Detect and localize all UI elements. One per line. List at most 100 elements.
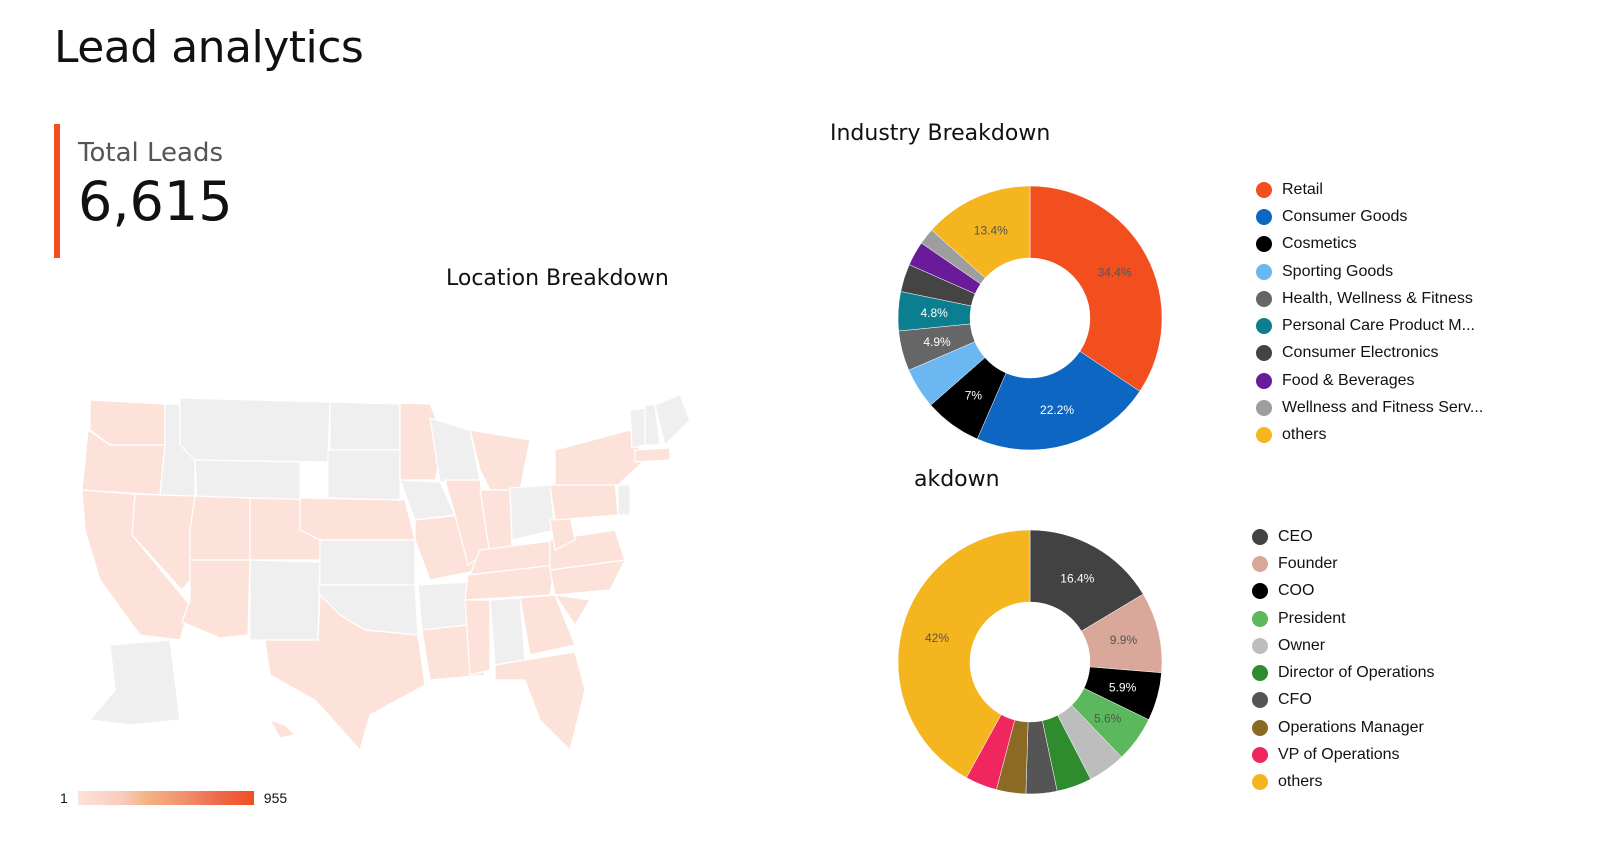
- legend-item[interactable]: Food & Beverages: [1256, 367, 1483, 394]
- legend-item[interactable]: Consumer Electronics: [1256, 340, 1483, 367]
- legend-label: Consumer Electronics: [1282, 344, 1439, 362]
- legend-item[interactable]: Founder: [1252, 550, 1435, 577]
- state-ne[interactable]: [299, 497, 416, 541]
- state-nm[interactable]: [249, 559, 321, 641]
- state-me[interactable]: [654, 394, 691, 447]
- legend-item[interactable]: CFO: [1252, 687, 1435, 714]
- legend-label: Retail: [1282, 180, 1323, 198]
- donut-slice[interactable]: [976, 350, 1141, 451]
- legend-label: Owner: [1278, 636, 1326, 654]
- state-sd[interactable]: [327, 449, 401, 501]
- legend-swatch: [1252, 555, 1268, 572]
- legend-item[interactable]: Sporting Goods: [1256, 258, 1483, 285]
- state-ak[interactable]: [88, 639, 181, 726]
- legend-item[interactable]: VP of Operations: [1252, 741, 1435, 768]
- state-ut[interactable]: [189, 495, 251, 561]
- donut-slice[interactable]: [931, 185, 1031, 279]
- legend-swatch: [1252, 665, 1268, 682]
- state-mt[interactable]: [179, 397, 331, 463]
- location-breakdown-title: Location Breakdown: [446, 266, 669, 291]
- state-pa[interactable]: [549, 479, 619, 521]
- legend-swatch: [1256, 290, 1272, 307]
- state-ms[interactable]: [464, 599, 491, 676]
- legend-label: Founder: [1278, 554, 1338, 572]
- state-mn[interactable]: [369, 401, 446, 481]
- slice-label: 34.4%: [1098, 266, 1132, 280]
- scale-max: 955: [263, 790, 288, 806]
- state-nd[interactable]: [329, 401, 401, 451]
- state-sc[interactable]: [553, 594, 591, 627]
- legend-item[interactable]: CEO: [1252, 523, 1435, 550]
- state-wa[interactable]: [89, 399, 166, 446]
- total-leads-card: Total Leads 6,615: [54, 124, 233, 258]
- legend-item[interactable]: Wellness and Fitness Serv...: [1256, 394, 1483, 421]
- page-title: Lead analytics: [54, 22, 364, 73]
- legend-swatch: [1256, 318, 1272, 335]
- industry-chart-title: Industry Breakdown: [830, 121, 1051, 146]
- slice-label: 16.4%: [1060, 571, 1094, 585]
- legend-label: VP of Operations: [1278, 746, 1400, 764]
- legend-label: CFO: [1278, 691, 1312, 709]
- legend-item[interactable]: Operations Manager: [1252, 714, 1435, 741]
- donut-slice[interactable]: [897, 529, 1031, 779]
- legend-label: others: [1282, 426, 1327, 444]
- legend-label: Personal Care Product M...: [1282, 317, 1475, 335]
- legend-item[interactable]: others: [1252, 769, 1435, 796]
- legend-label: CEO: [1278, 527, 1313, 545]
- state-vt[interactable]: [629, 407, 646, 449]
- us-map[interactable]: [70, 390, 691, 760]
- industry-donut[interactable]: 34.4% 22.2% 7% 4.9% 4.8% 13.4%: [880, 168, 1180, 468]
- scale-min: 1: [60, 790, 68, 806]
- legend-swatch: [1256, 427, 1272, 444]
- slice-label: 4.9%: [923, 335, 951, 349]
- state-ga[interactable]: [519, 594, 576, 656]
- state-hi[interactable]: [268, 718, 297, 739]
- state-fl[interactable]: [494, 651, 586, 752]
- legend-item[interactable]: President: [1252, 605, 1435, 632]
- title-donut[interactable]: 16.4% 9.9% 5.9% 5.6% 42%: [880, 512, 1180, 812]
- legend-label: Operations Manager: [1278, 718, 1424, 736]
- title-legend: CEO Founder COO President Owner Director of O…: [1252, 523, 1435, 796]
- legend-swatch: [1256, 263, 1272, 280]
- legend-item[interactable]: Consumer Goods: [1256, 203, 1483, 230]
- state-ar[interactable]: [417, 581, 471, 631]
- state-nj[interactable]: [617, 484, 631, 516]
- state-ny[interactable]: [554, 429, 646, 486]
- color-scale: 1 955: [60, 790, 287, 806]
- legend-swatch: [1252, 637, 1268, 654]
- total-leads-value: 6,615: [78, 170, 233, 233]
- legend-item[interactable]: COO: [1252, 578, 1435, 605]
- legend-swatch: [1252, 610, 1268, 627]
- slice-label: 9.9%: [1110, 633, 1138, 647]
- state-ma[interactable]: [634, 447, 671, 463]
- donut-slice[interactable]: [1029, 529, 1144, 632]
- legend-swatch: [1256, 236, 1272, 253]
- slice-label: 13.4%: [974, 223, 1008, 237]
- legend-label: Food & Beverages: [1282, 371, 1415, 389]
- legend-item[interactable]: Health, Wellness & Fitness: [1256, 285, 1483, 312]
- legend-item[interactable]: others: [1256, 422, 1483, 449]
- legend-label: Cosmetics: [1282, 235, 1357, 253]
- total-leads-label: Total Leads: [78, 138, 223, 168]
- legend-item[interactable]: Personal Care Product M...: [1256, 312, 1483, 339]
- legend-swatch: [1252, 692, 1268, 709]
- donut-slice[interactable]: [1029, 185, 1163, 392]
- state-tx[interactable]: [264, 593, 426, 752]
- legend-item[interactable]: Director of Operations: [1252, 659, 1435, 686]
- slice-label: 22.2%: [1040, 403, 1074, 417]
- legend-swatch: [1256, 400, 1272, 417]
- legend-swatch: [1256, 345, 1272, 362]
- legend-item[interactable]: Retail: [1256, 176, 1483, 203]
- legend-item[interactable]: Cosmetics: [1256, 231, 1483, 258]
- state-al[interactable]: [489, 597, 526, 666]
- state-nh[interactable]: [644, 404, 661, 446]
- state-ks[interactable]: [319, 539, 416, 586]
- us-map-svg: [81, 394, 691, 752]
- state-oh[interactable]: [509, 484, 556, 541]
- state-az[interactable]: [181, 559, 251, 639]
- legend-item[interactable]: Owner: [1252, 632, 1435, 659]
- slice-label: 4.8%: [920, 306, 948, 320]
- legend-label: Consumer Goods: [1282, 207, 1408, 225]
- legend-label: others: [1278, 773, 1323, 791]
- slice-label: 7%: [965, 389, 983, 403]
